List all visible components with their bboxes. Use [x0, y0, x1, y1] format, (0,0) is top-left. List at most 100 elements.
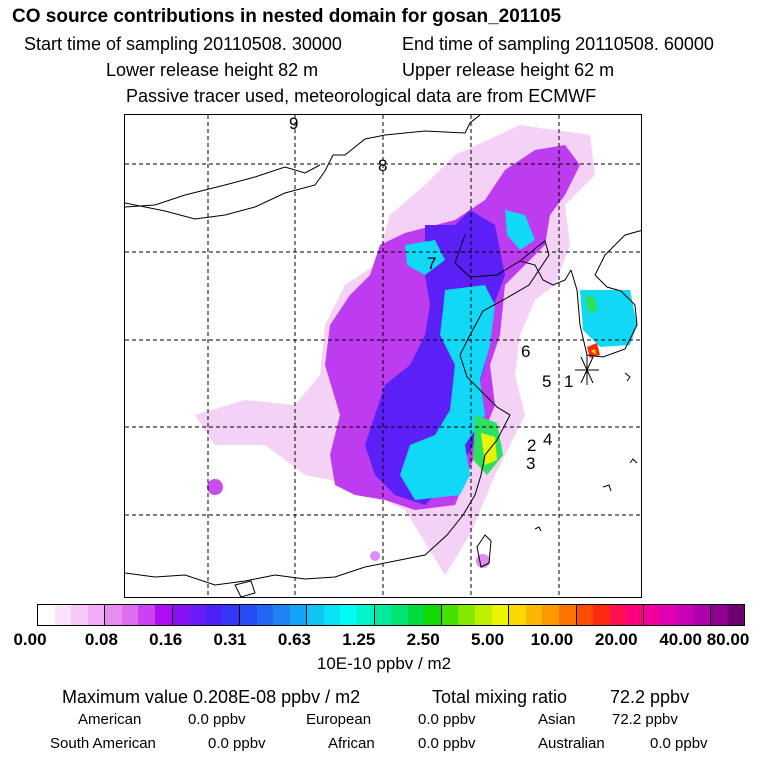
colorbar-swatch	[576, 605, 594, 625]
colorbar-swatch	[693, 605, 712, 625]
colorbar-swatch	[38, 605, 55, 625]
map-panel: 9 8 7 6 5 1 2 4 3	[124, 114, 642, 598]
trajectory-label-8: 8	[378, 156, 388, 175]
region-value-south-american: 0.0 ppbv	[208, 735, 266, 752]
region-name-american: American	[78, 711, 142, 728]
colorbar-swatch	[643, 605, 661, 625]
colorbar-swatch	[660, 605, 677, 625]
plume-yellow-korea	[591, 349, 596, 355]
colorbar-swatch	[155, 605, 173, 625]
colorbar-swatch	[558, 605, 577, 625]
trajectory-label-6: 6	[521, 342, 531, 361]
island-ryukyu-3	[534, 526, 542, 532]
region-value-european: 0.0 ppbv	[418, 711, 476, 728]
coastline-liaodong	[519, 260, 572, 286]
colorbar-swatch	[222, 605, 240, 625]
colorbar-swatch	[239, 605, 257, 625]
colorbar-swatch	[711, 605, 728, 625]
trajectory-label-3: 3	[526, 454, 536, 473]
start-time: Start time of sampling 20110508. 30000	[24, 34, 342, 54]
region-name-australian: Australian	[538, 735, 605, 752]
colorbar-swatch	[289, 605, 308, 625]
gridlines	[125, 115, 641, 597]
coastline-hainan	[234, 580, 256, 597]
max-value: Maximum value 0.208E-08 ppbv / m2	[62, 687, 361, 707]
colorbar-swatch	[542, 605, 559, 625]
trajectory-label-1: 1	[564, 372, 574, 391]
colorbar-tick-label: 40.00	[659, 630, 702, 649]
island-ryukyu-2	[602, 484, 612, 492]
colorbar-swatch	[71, 605, 88, 625]
island-ryukyu-1	[629, 458, 638, 464]
coastline-manchuria	[594, 230, 641, 276]
trajectory-label-9: 9	[289, 114, 299, 133]
map-svg	[125, 115, 641, 597]
colorbar-tick-label: 0.31	[213, 630, 247, 649]
colorbar-swatch	[323, 605, 341, 625]
colorbar-swatch	[374, 605, 392, 625]
trajectory-label-4: 4	[543, 430, 553, 449]
upper-release-height: Upper release height 62 m	[402, 60, 615, 80]
colorbar-swatch	[407, 605, 425, 625]
colorbar-swatch	[441, 605, 459, 625]
colorbar-tick-label: 20.00	[594, 630, 638, 649]
plume-blob-hk	[370, 551, 380, 561]
end-time: End time of sampling 20110508. 60000	[402, 34, 714, 54]
colorbar-swatch	[424, 605, 442, 625]
island-japan	[624, 372, 631, 382]
region-value-african: 0.0 ppbv	[418, 735, 476, 752]
colorbar-swatch	[509, 605, 526, 625]
trajectory-label-2: 2	[527, 436, 537, 455]
colorbar-swatch	[138, 605, 156, 625]
plume-blob-west	[207, 479, 223, 495]
coastline-taiwan	[476, 534, 492, 568]
plume-cyan-north	[405, 240, 445, 275]
colorbar-tick-label: 0.08	[84, 630, 118, 649]
colorbar-swatch	[54, 605, 72, 625]
colorbar-swatch	[475, 605, 492, 625]
colorbar-swatch	[340, 605, 357, 625]
colorbar-swatch	[105, 605, 122, 625]
colorbar	[37, 604, 745, 626]
colorbar-tick-label: 10.00	[530, 630, 574, 649]
colorbar-units: 10E-10 ppbv / m2	[316, 654, 452, 673]
colorbar-swatch	[273, 605, 290, 625]
region-name-south-american: South American	[50, 735, 156, 752]
colorbar-tick-label: 0.63	[277, 630, 311, 649]
colorbar-swatch	[458, 605, 476, 625]
colorbar-swatch	[356, 605, 375, 625]
plume-field	[195, 125, 637, 575]
colorbar-swatch	[491, 605, 510, 625]
colorbar-tick-label: 2.50	[406, 630, 440, 649]
colorbar-tick-label: 0.00	[13, 630, 47, 649]
coastline-china	[125, 115, 481, 220]
region-name-european: European	[306, 711, 372, 728]
total-mixing-label: Total mixing ratio	[432, 687, 568, 707]
region-name-asian: Asian	[538, 711, 576, 728]
colorbar-swatch	[307, 605, 324, 625]
colorbar-swatch	[87, 605, 106, 625]
colorbar-tick-label: 5.00	[470, 630, 505, 649]
total-mixing-value: 72.2 ppbv	[610, 687, 690, 707]
plume-green-korea	[585, 295, 597, 313]
border-north	[125, 164, 321, 208]
region-value-asian: 72.2 ppbv	[612, 711, 678, 728]
colorbar-swatch	[391, 605, 408, 625]
colorbar-tick-label: 0.16	[149, 630, 183, 649]
plume-cyan-coast	[505, 210, 535, 250]
colorbar-swatch	[676, 605, 694, 625]
region-value-australian: 0.0 ppbv	[650, 735, 708, 752]
colorbar-swatch	[205, 605, 223, 625]
colorbar-tick-label: 80.00	[706, 630, 750, 649]
colorbar-swatch	[172, 605, 190, 625]
colorbar-swatch	[727, 605, 745, 625]
receptor-marker	[575, 355, 599, 385]
trajectory-label-5: 5	[542, 372, 552, 391]
region-name-african: African	[328, 735, 375, 752]
region-value-american: 0.0 ppbv	[188, 711, 246, 728]
colorbar-swatch	[593, 605, 610, 625]
lower-release-height: Lower release height 82 m	[106, 60, 319, 80]
colorbar-swatch	[121, 605, 139, 625]
trajectory-label-7: 7	[427, 254, 437, 273]
plume-cyan-east-china	[400, 285, 495, 500]
